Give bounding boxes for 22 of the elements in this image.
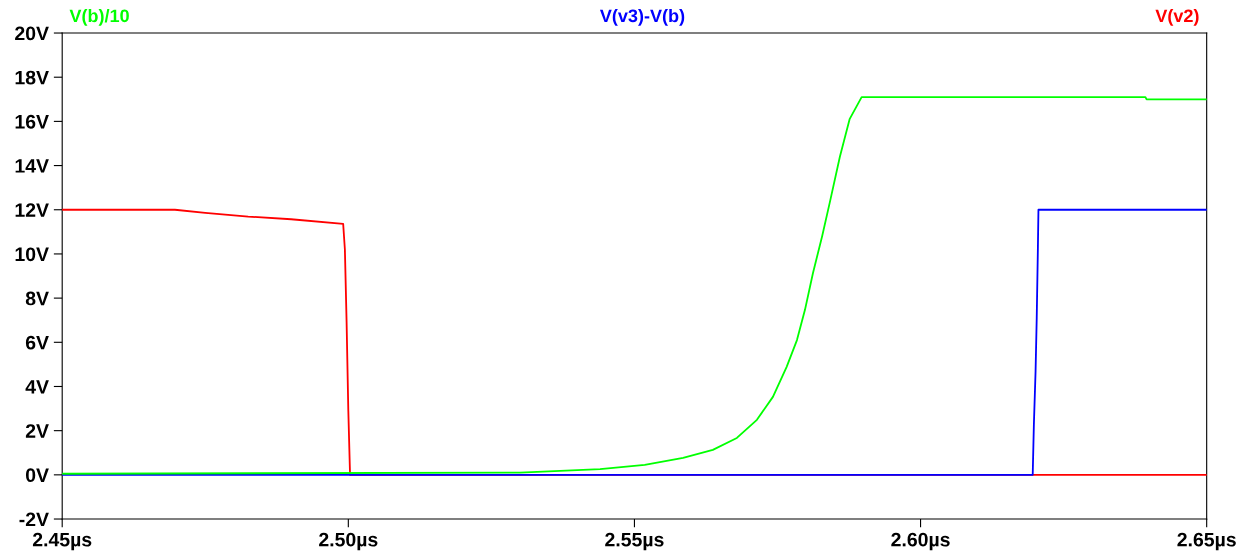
y-tick-label: 12V [15, 203, 49, 217]
y-tick-label: 8V [25, 291, 49, 306]
y-tick-label: 10V [15, 247, 49, 262]
y-tick-label: 0V [25, 468, 49, 483]
text: V(b)/10 [69, 8, 129, 26]
y-tick-label: 4V [25, 380, 49, 394]
x-tick-label: 2.45µs [32, 532, 92, 551]
line-series [62, 96, 1207, 475]
x-tick-label: 2.60µs [891, 532, 950, 551]
y-tick-label: -2V [19, 512, 49, 527]
y-tick-label: 20V [15, 26, 49, 41]
y-tick-label: 14V [15, 159, 49, 173]
x-tick-label: 2.55µs [605, 532, 664, 551]
line-series [62, 208, 1207, 476]
text: V(v3)-V(b) [599, 8, 685, 26]
y-tick-label: 16V [15, 114, 49, 129]
x-tick-label: 2.65µs [1177, 532, 1236, 551]
y-tick-label: 6V [25, 335, 49, 350]
y-tick-label: 18V [15, 70, 49, 85]
text: V(v2) [1155, 8, 1199, 26]
y-tick-label: 2V [25, 424, 49, 438]
x-tick-label: 2.50µs [319, 532, 378, 551]
